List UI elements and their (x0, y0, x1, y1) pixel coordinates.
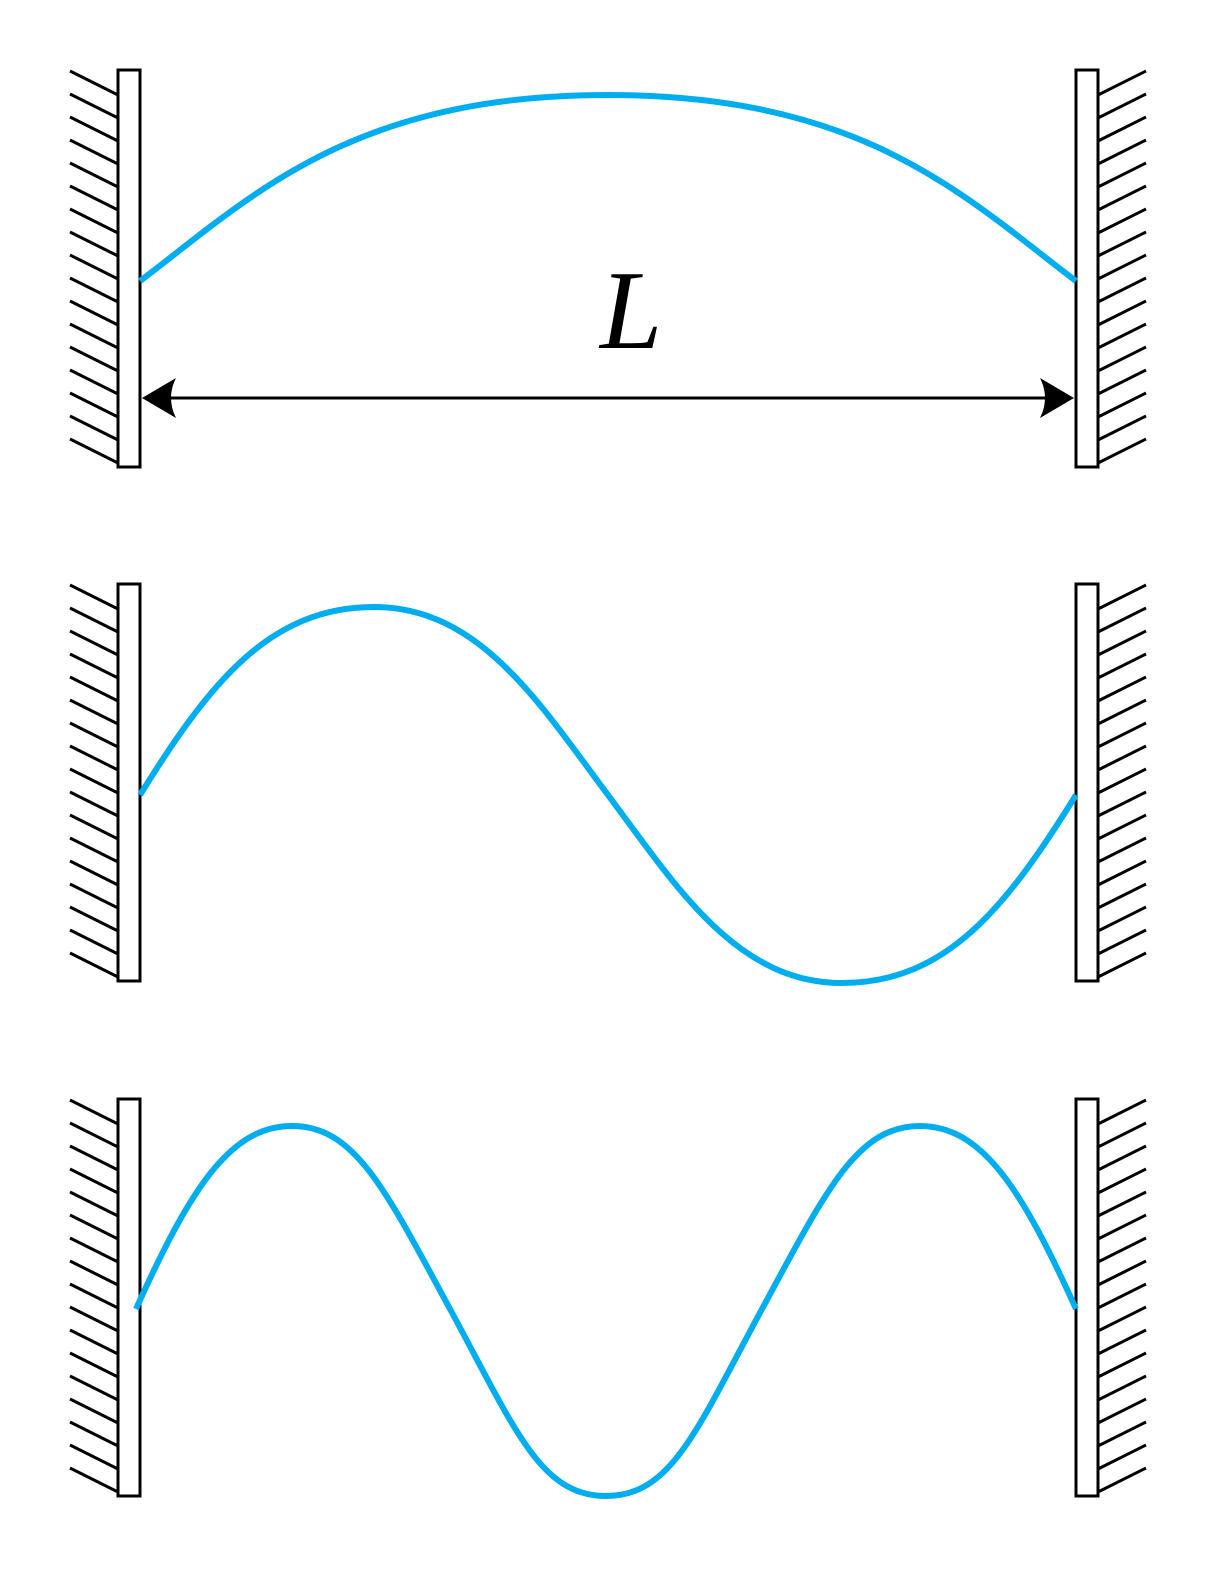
length-dimension (142, 378, 1074, 418)
right-fixed-wall (1074, 1097, 1148, 1498)
right-arrowhead (1040, 378, 1074, 418)
left-arrowhead (142, 378, 176, 418)
mode-2-wave (137, 604, 1079, 986)
mode-2-panel (68, 582, 1148, 986)
left-fixed-wall (68, 582, 142, 983)
mode-3-wave (133, 1123, 1079, 1499)
right-fixed-wall (1074, 68, 1148, 469)
mode-1-panel: L (68, 68, 1148, 469)
right-fixed-wall (1074, 582, 1148, 983)
mode-1-wave (138, 92, 1078, 284)
left-fixed-wall (68, 1097, 142, 1498)
length-label: L (598, 249, 662, 373)
mode-3-panel (68, 1097, 1148, 1499)
left-fixed-wall (68, 68, 142, 469)
